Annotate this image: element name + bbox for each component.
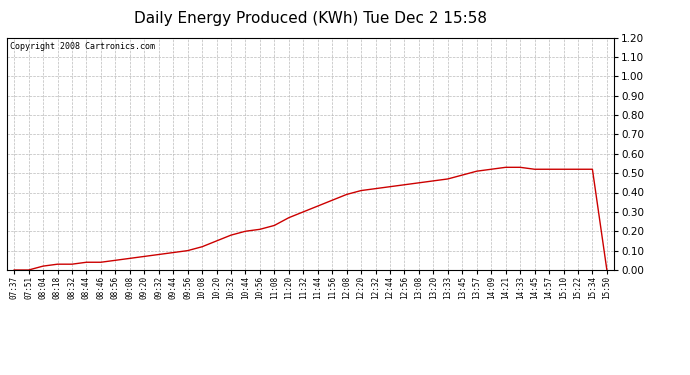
Text: Daily Energy Produced (KWh) Tue Dec 2 15:58: Daily Energy Produced (KWh) Tue Dec 2 15… [134,11,487,26]
Text: Copyright 2008 Cartronics.com: Copyright 2008 Cartronics.com [10,42,155,51]
